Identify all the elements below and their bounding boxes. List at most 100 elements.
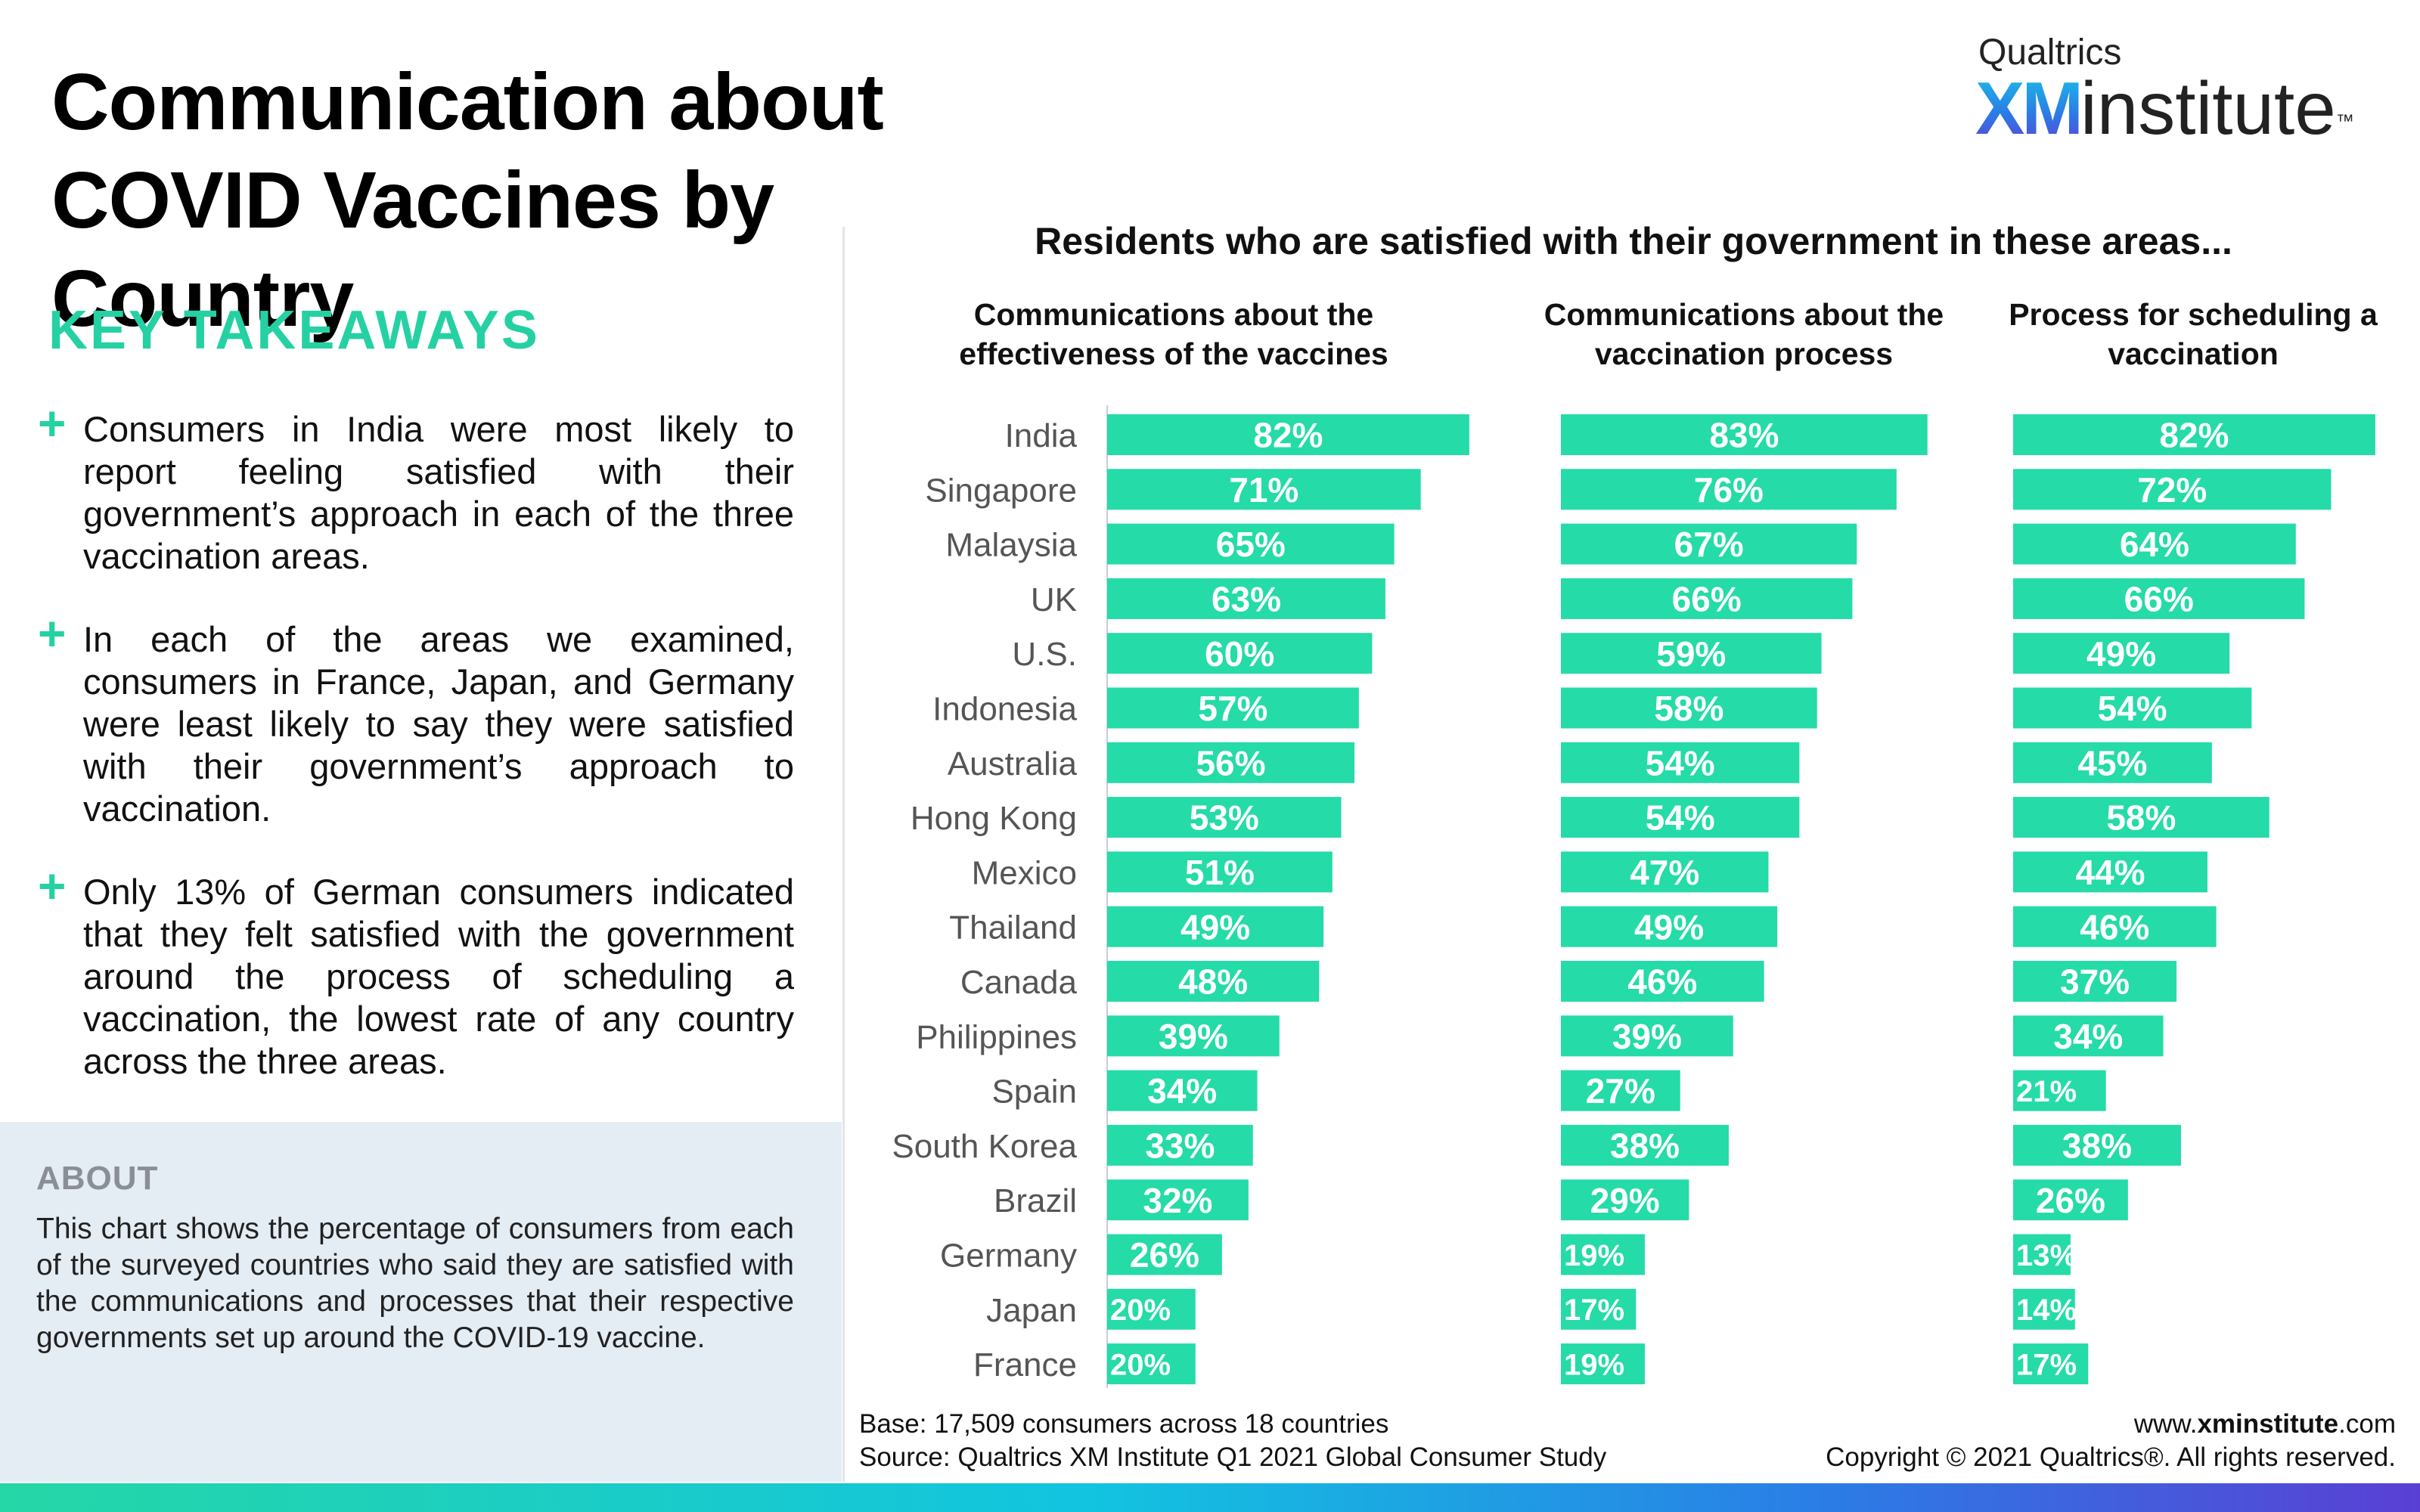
data-label: 82% <box>2159 416 2229 455</box>
country-label: Canada <box>960 964 1078 1001</box>
bar <box>2013 1015 2164 1057</box>
data-label: 38% <box>2062 1126 2132 1165</box>
bar <box>2013 687 2252 729</box>
about-text: This chart shows the percentage of consu… <box>36 1213 794 1354</box>
copyright-text: Copyright © 2021 Qualtrics®. All rights … <box>1826 1442 2396 1472</box>
key-takeaways-list: + Consumers in India were most likely to… <box>38 399 794 1083</box>
data-label: 26% <box>2036 1181 2105 1220</box>
bar <box>2013 961 2177 1002</box>
bar <box>2013 469 2332 510</box>
bar <box>1561 578 1853 619</box>
bar <box>2013 742 2212 783</box>
plus-icon: + <box>38 396 67 451</box>
data-label: 17% <box>2016 1349 2077 1382</box>
data-label: 17% <box>1564 1294 1624 1327</box>
bar <box>1561 1015 1733 1057</box>
data-label: 49% <box>1181 907 1250 947</box>
column-title-process: Communications about the vaccination pro… <box>1544 297 1944 371</box>
country-label: Japan <box>986 1292 1077 1329</box>
bar <box>2013 906 2217 947</box>
bar <box>2013 1070 2106 1111</box>
chart-title: Residents who are satisfied with their g… <box>1035 220 2232 262</box>
data-label: 46% <box>2080 907 2149 947</box>
data-label: 19% <box>1564 1239 1624 1272</box>
data-label: 39% <box>1612 1017 1682 1056</box>
bar <box>1107 797 1342 838</box>
bar <box>1561 1124 1729 1166</box>
bar <box>1107 523 1395 565</box>
data-label: 44% <box>2075 853 2145 892</box>
bar <box>2013 578 2305 619</box>
data-label: 82% <box>1253 416 1323 455</box>
bar <box>1561 414 1928 455</box>
data-label: 32% <box>1143 1181 1212 1220</box>
data-label: 47% <box>1630 853 1699 892</box>
bottom-gradient-bar <box>0 1483 2420 1512</box>
data-label: 66% <box>2124 579 2194 618</box>
country-label: Germany <box>940 1238 1077 1275</box>
panel-divider <box>842 227 845 1482</box>
data-label: 56% <box>1196 743 1265 782</box>
bar <box>1107 851 1333 893</box>
takeaway-text: Only 13% of German consumers indicated t… <box>83 872 794 1081</box>
data-label: 13% <box>2016 1239 2077 1272</box>
country-label: Australia <box>948 745 1078 782</box>
data-label: 45% <box>2077 743 2147 782</box>
bar <box>1107 742 1355 783</box>
website-prefix: www. <box>2133 1409 2198 1439</box>
data-label: 67% <box>1674 525 1744 564</box>
bar <box>1561 1179 1689 1221</box>
data-label: 71% <box>1229 470 1298 510</box>
data-label: 58% <box>1654 689 1723 728</box>
bar <box>1561 1070 1680 1111</box>
data-label: 65% <box>1216 525 1286 564</box>
country-label: U.S. <box>1012 636 1077 673</box>
bar <box>1561 469 1897 510</box>
country-label: Spain <box>991 1074 1077 1111</box>
takeaway-item: + Consumers in India were most likely to… <box>38 399 794 578</box>
bar <box>1107 1234 1222 1275</box>
data-label: 59% <box>1656 634 1726 674</box>
data-label: 60% <box>1205 634 1274 674</box>
takeaway-item: + In each of the areas we examined, cons… <box>38 609 794 830</box>
bar <box>1561 1288 1637 1330</box>
plus-icon: + <box>38 606 67 661</box>
bar <box>2013 523 2296 565</box>
bar <box>2013 1343 2089 1385</box>
bar <box>1561 523 1857 565</box>
data-label: 48% <box>1178 962 1248 1002</box>
data-label: 83% <box>1709 416 1779 455</box>
data-label: 46% <box>1627 962 1697 1002</box>
country-label: South Korea <box>892 1128 1077 1165</box>
data-label: 54% <box>1646 743 1715 782</box>
data-label: 33% <box>1145 1126 1215 1165</box>
website-bold: xminstitute <box>2197 1409 2339 1439</box>
bar <box>2013 1234 2071 1275</box>
column-title-effectiveness: Communications about the effectiveness o… <box>959 297 1388 371</box>
key-takeaways-heading: KEY TAKEAWAYS <box>48 300 540 361</box>
takeaway-item: + Only 13% of German consumers indicated… <box>38 862 794 1083</box>
bar <box>2013 851 2207 893</box>
bar <box>1561 1343 1645 1385</box>
country-label: Philippines <box>916 1018 1077 1055</box>
data-label: 38% <box>1610 1126 1680 1165</box>
country-label: Mexico <box>972 854 1077 891</box>
data-label: 51% <box>1185 853 1255 892</box>
bar <box>1107 469 1421 510</box>
footer-notes: Base: 17,509 consumers across 18 countri… <box>859 1408 1606 1474</box>
bar <box>1107 1343 1196 1385</box>
footer-right: www.xminstitute.com Copyright © 2021 Qua… <box>1826 1408 2396 1474</box>
data-label: 37% <box>2060 962 2130 1002</box>
bar <box>1107 1288 1196 1330</box>
website-link[interactable]: www.xminstitute.com <box>1826 1408 2396 1441</box>
data-label: 49% <box>1634 907 1704 947</box>
bar <box>1107 1124 1253 1166</box>
country-label: France <box>973 1346 1077 1383</box>
country-label: UK <box>1031 581 1077 618</box>
source-note: Source: Qualtrics XM Institute Q1 2021 G… <box>859 1442 1607 1472</box>
country-label: Malaysia <box>945 527 1077 564</box>
page-title: Communication about COVID Vaccines by Co… <box>51 57 884 343</box>
bar <box>1561 961 1764 1002</box>
bar <box>2013 633 2230 674</box>
